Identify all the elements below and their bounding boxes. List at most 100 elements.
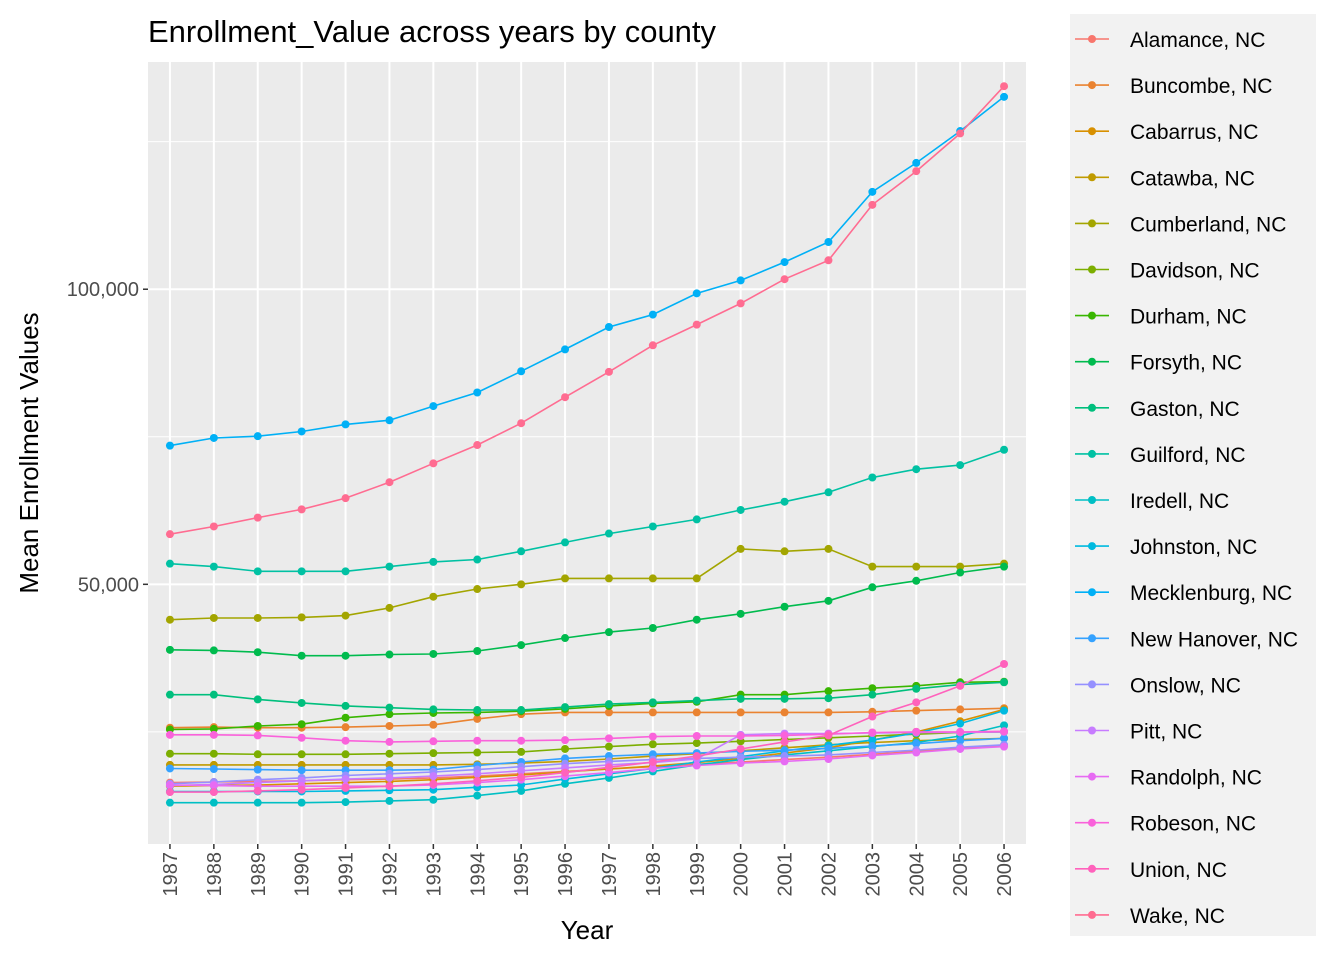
series-line xyxy=(169,745,1005,788)
data-point xyxy=(956,705,965,714)
data-point xyxy=(517,736,526,745)
data-point xyxy=(912,465,921,474)
y-axis-title: Mean Enrollment Values xyxy=(14,312,44,593)
data-point xyxy=(561,345,570,354)
data-point xyxy=(736,708,745,717)
data-point xyxy=(429,737,438,746)
legend-item: New Hanover, NC xyxy=(1075,628,1298,651)
data-point xyxy=(473,706,482,715)
data-point xyxy=(429,459,438,468)
legend-panel xyxy=(1070,14,1316,936)
data-point xyxy=(692,708,701,717)
data-point xyxy=(429,402,438,411)
data-point xyxy=(912,684,921,693)
data-point xyxy=(868,751,877,760)
data-point xyxy=(385,703,394,712)
data-point xyxy=(736,276,745,285)
legend-key-point xyxy=(1088,219,1096,228)
data-point xyxy=(868,473,877,482)
data-point xyxy=(165,441,174,450)
data-point xyxy=(385,749,394,758)
x-tick-label: 1999 xyxy=(687,852,709,897)
data-point xyxy=(604,763,613,772)
data-point xyxy=(736,609,745,618)
data-point xyxy=(561,744,570,753)
data-point xyxy=(956,681,965,690)
data-point xyxy=(561,634,570,643)
data-point xyxy=(780,757,789,766)
data-point xyxy=(341,736,350,745)
data-point xyxy=(297,427,306,436)
data-point xyxy=(692,761,701,770)
data-point xyxy=(253,731,262,740)
data-point xyxy=(165,690,174,699)
series-line xyxy=(169,96,1005,447)
legend-key-point xyxy=(1088,818,1096,827)
axes: 50,000 100,000 1987 1988 1989 1990 1991 1992 199… xyxy=(67,279,1016,896)
x-tick-label: 1992 xyxy=(379,852,401,897)
data-point xyxy=(253,432,262,441)
data-point xyxy=(824,708,833,717)
data-point xyxy=(561,574,570,583)
data-point xyxy=(1000,659,1009,668)
data-point xyxy=(692,731,701,740)
data-point xyxy=(1000,562,1009,571)
data-point xyxy=(429,592,438,601)
data-point xyxy=(648,310,657,319)
data-point xyxy=(253,750,262,759)
data-point xyxy=(517,786,526,795)
data-point xyxy=(736,744,745,753)
data-point xyxy=(385,650,394,659)
legend-key-point xyxy=(1088,35,1096,43)
data-point xyxy=(517,641,526,650)
legend-label: Randolph, NC xyxy=(1130,767,1262,790)
data-point xyxy=(473,736,482,745)
data-point xyxy=(604,322,613,331)
legend-label: Cabarrus, NC xyxy=(1130,121,1258,144)
legend-key-point xyxy=(1088,403,1096,412)
x-tick-label: 2002 xyxy=(818,852,840,897)
data-point xyxy=(253,567,262,576)
data-point xyxy=(604,367,613,376)
data-point xyxy=(253,648,262,657)
x-tick-label: 1990 xyxy=(292,852,314,897)
data-point xyxy=(692,574,701,583)
legend-item: Catawba, NC xyxy=(1075,167,1255,190)
data-point xyxy=(429,779,438,788)
legend-label: Johnston, NC xyxy=(1130,536,1257,559)
data-point xyxy=(473,555,482,564)
data-point xyxy=(385,416,394,425)
data-point xyxy=(1000,92,1009,101)
data-point xyxy=(956,129,965,138)
legend-key-point xyxy=(1088,173,1096,182)
legend-label: Alamance, NC xyxy=(1130,29,1265,52)
legend-label: Davidson, NC xyxy=(1130,260,1260,283)
series-line xyxy=(169,85,1005,535)
data-point xyxy=(868,562,877,571)
x-tick-label: 2006 xyxy=(994,852,1016,897)
data-point xyxy=(692,696,701,705)
data-point xyxy=(297,651,306,660)
data-point xyxy=(209,765,218,774)
data-point xyxy=(912,576,921,585)
data-point xyxy=(561,703,570,712)
series-line xyxy=(169,737,1005,766)
data-point xyxy=(385,603,394,612)
data-point xyxy=(648,757,657,766)
data-point xyxy=(736,731,745,740)
data-point xyxy=(868,728,877,737)
series-line xyxy=(169,707,1005,729)
data-point xyxy=(824,596,833,605)
data-point xyxy=(165,780,174,789)
data-point xyxy=(165,798,174,807)
legend-label: Buncombe, NC xyxy=(1130,75,1272,98)
data-point xyxy=(517,747,526,756)
legend-label: New Hanover, NC xyxy=(1130,628,1298,651)
data-point xyxy=(341,713,350,722)
series-line xyxy=(169,681,1005,711)
series-line xyxy=(169,680,1005,731)
data-point xyxy=(780,746,789,755)
data-point xyxy=(297,733,306,742)
data-point xyxy=(341,420,350,429)
data-point xyxy=(648,708,657,717)
